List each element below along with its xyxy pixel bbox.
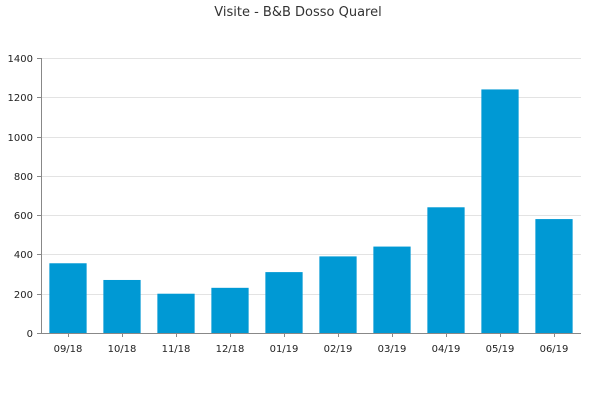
- y-tick-label: 1400: [8, 54, 33, 65]
- x-tick-label: 09/18: [54, 344, 83, 355]
- bar: [319, 256, 357, 333]
- bars: [49, 89, 573, 333]
- y-tick-label: 1200: [8, 93, 33, 104]
- x-axis-tick-labels: 09/18 10/18 11/18 12/18 01/19 02/19 03/19 04/19…: [54, 344, 569, 355]
- y-axis-tick-labels: 0 200 400 600 800 1000 1200 1400: [8, 54, 33, 340]
- x-tick-label: 04/19: [432, 344, 461, 355]
- x-tick-label: 11/18: [162, 344, 191, 355]
- y-tick-label: 0: [27, 329, 33, 340]
- bar: [535, 219, 573, 333]
- x-tick-label: 05/19: [486, 344, 515, 355]
- x-tick-label: 12/18: [216, 344, 245, 355]
- bar: [373, 246, 411, 333]
- x-tick-label: 02/19: [324, 344, 353, 355]
- x-tick-label: 03/19: [378, 344, 407, 355]
- y-tick-label: 800: [14, 172, 33, 183]
- bar: [481, 89, 519, 333]
- y-tick-label: 200: [14, 290, 33, 301]
- y-tick-label: 600: [14, 211, 33, 222]
- x-tick-label: 06/19: [540, 344, 569, 355]
- bar: [103, 279, 141, 333]
- bar: [427, 207, 465, 333]
- bar: [49, 263, 87, 333]
- chart-title: Visite - B&B Dosso Quarel: [214, 5, 381, 20]
- y-tick-label: 400: [14, 250, 33, 261]
- bar: [265, 272, 303, 333]
- x-tick-label: 10/18: [108, 344, 137, 355]
- bar: [157, 293, 195, 333]
- y-tick-label: 1000: [8, 133, 33, 144]
- x-tick-label: 01/19: [270, 344, 299, 355]
- grid-lines: [41, 58, 581, 295]
- axes: [37, 58, 581, 337]
- bar: [211, 287, 249, 333]
